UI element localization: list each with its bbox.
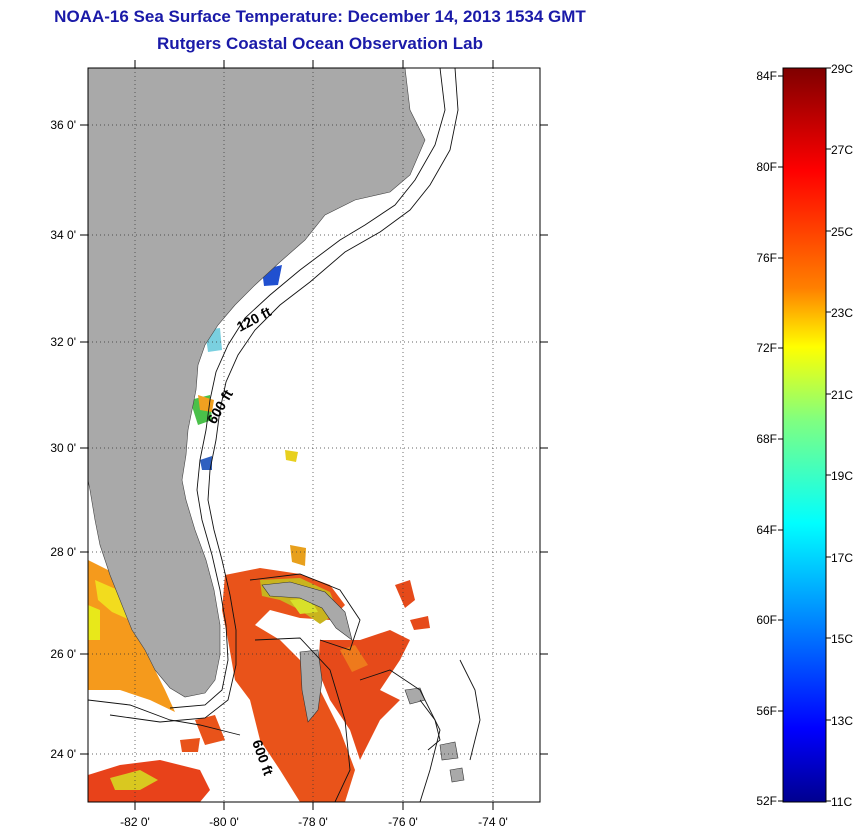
map-ticks [80, 60, 548, 810]
colorbar-f-label: 76F [756, 251, 777, 265]
lon-label: -78 0' [298, 815, 328, 829]
colorbar-f-label: 64F [756, 523, 777, 537]
lat-label: 26 0' [50, 647, 76, 661]
lat-label: 34 0' [50, 228, 76, 242]
lat-label: 30 0' [50, 441, 76, 455]
map-title: NOAA-16 Sea Surface Temperature: Decembe… [54, 7, 586, 26]
lon-label: -82 0' [120, 815, 150, 829]
colorbar-f-label: 72F [756, 341, 777, 355]
colorbar-c-label: 25C [831, 225, 853, 239]
colorbar: 84F 80F 76F 72F 68F 64F 60F 56F 52F 29C … [756, 62, 853, 809]
colorbar-c-label: 15C [831, 632, 853, 646]
lon-label: -80 0' [209, 815, 239, 829]
bathymetry-contours [88, 68, 481, 802]
lat-label: 28 0' [50, 545, 76, 559]
land-mainland [88, 68, 426, 698]
lat-label: 24 0' [50, 747, 76, 761]
colorbar-f-label: 68F [756, 432, 777, 446]
sst-patches [88, 265, 430, 802]
colorbar-f-label: 52F [756, 794, 777, 808]
colorbar-f-label: 60F [756, 613, 777, 627]
colorbar-c-label: 19C [831, 469, 853, 483]
map-frame [87, 67, 541, 803]
colorbar-f-label: 80F [756, 160, 777, 174]
sst-map: 36 0' 34 0' 32 0' 30 0' 28 0' 26 0' 24 0… [50, 60, 548, 829]
lon-label: -74 0' [478, 815, 508, 829]
lat-label: 32 0' [50, 335, 76, 349]
colorbar-f-label: 56F [756, 704, 777, 718]
colorbar-c-label: 11C [831, 795, 852, 809]
map-subtitle: Rutgers Coastal Ocean Observation Lab [157, 34, 483, 53]
colorbar-c-label: 17C [831, 551, 853, 565]
colorbar-c-label: 13C [831, 714, 853, 728]
colorbar-c-label: 27C [831, 143, 853, 157]
lon-label: -76 0' [388, 815, 418, 829]
colorbar-f-label: 84F [756, 69, 777, 83]
graticule [88, 68, 540, 802]
colorbar-c-label: 21C [831, 388, 853, 402]
bahamas-islands [261, 581, 465, 783]
colorbar-ticks [778, 67, 831, 802]
colorbar-gradient [782, 67, 827, 803]
colorbar-c-label: 29C [831, 62, 853, 76]
lat-label: 36 0' [50, 118, 76, 132]
colorbar-c-label: 23C [831, 306, 853, 320]
